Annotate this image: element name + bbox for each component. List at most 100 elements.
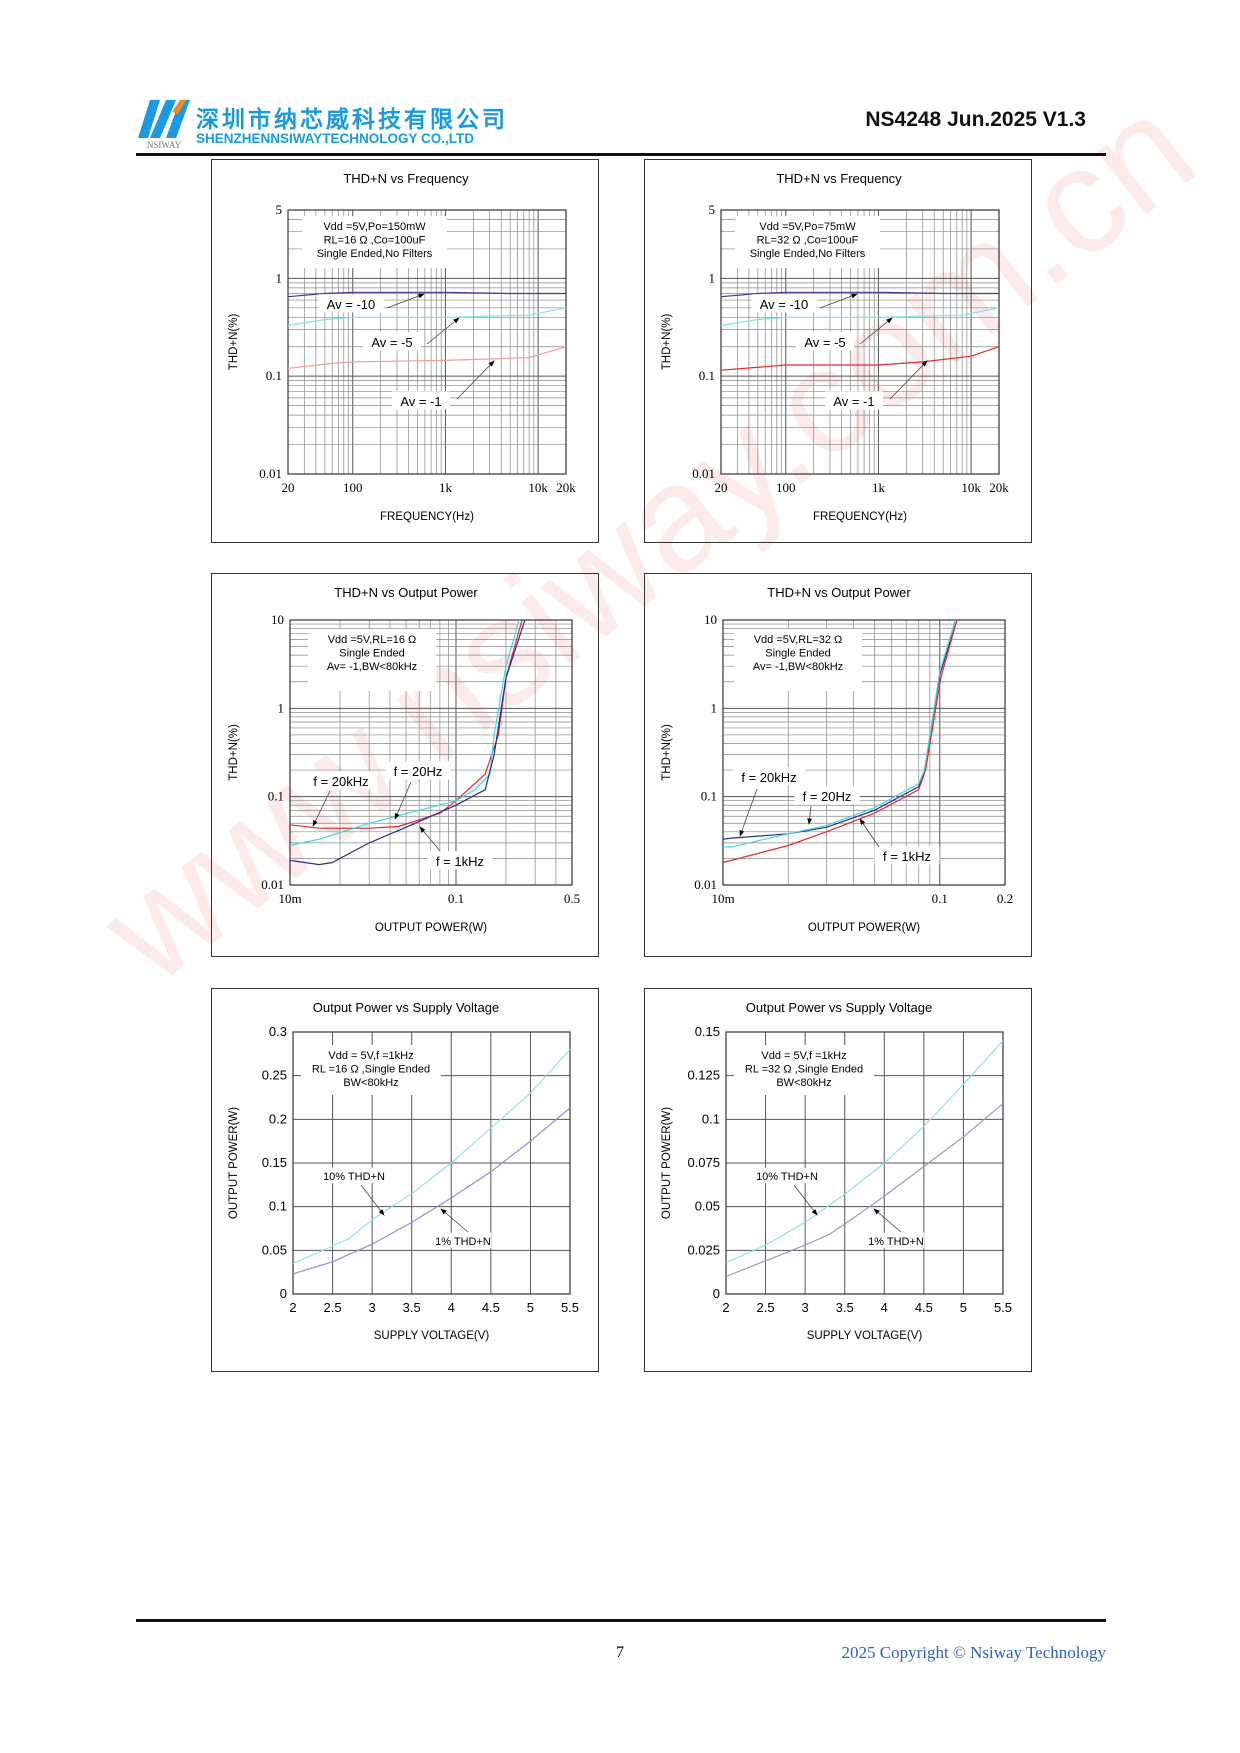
series-line xyxy=(725,1103,1004,1278)
x-tick-label: 0.2 xyxy=(997,891,1013,906)
copyright: 2025 Copyright © Nsiway Technology xyxy=(841,1643,1106,1662)
x-tick-label: 2 xyxy=(722,1300,729,1315)
series-label-bg xyxy=(434,1232,492,1249)
document-id: NS4248 Jun.2025 V1.3 xyxy=(865,108,1086,131)
y-tick-label: 5 xyxy=(709,202,716,217)
x-tick-label: 4.5 xyxy=(915,1300,933,1315)
series-label-arrow xyxy=(819,293,858,309)
plot-frame xyxy=(720,209,1000,475)
x-tick-label: 20k xyxy=(989,480,1009,495)
chart-title: THD+N vs Output Power xyxy=(767,585,911,600)
series-label-arrow xyxy=(386,293,425,309)
y-tick-label: 0.01 xyxy=(694,877,717,892)
series-label-bg xyxy=(794,786,860,805)
y-axis-label: THD+N(%) xyxy=(228,724,240,781)
x-tick-label: 2.5 xyxy=(324,1300,342,1315)
series-line xyxy=(289,619,526,866)
info-box-line: Vdd =5V,Po=75mW xyxy=(759,221,856,233)
logo-text: NSIWAY xyxy=(147,140,182,150)
series-line xyxy=(720,346,1000,371)
series-label: f = 20kHz xyxy=(741,770,796,785)
plot-frame xyxy=(289,619,573,886)
series-label: f = 1kHz xyxy=(883,849,931,864)
x-tick-label: 2 xyxy=(289,1300,296,1315)
chart-thd-vs-power-16ohm: THD+N vs Output Power 10m 0.1 0.5 0.01 0.1 1 10… xyxy=(211,573,599,957)
series-label-bg xyxy=(304,771,378,790)
x-axis-label: FREQUENCY(Hz) xyxy=(813,511,907,523)
x-tick-label: 20k xyxy=(556,480,576,495)
y-axis-label: THD+N(%) xyxy=(228,314,240,371)
y-tick-label: 0.25 xyxy=(262,1068,287,1083)
x-tick-label: 10m xyxy=(711,891,734,906)
x-tick-label: 20 xyxy=(715,480,728,495)
series-label-bg xyxy=(867,1232,925,1249)
x-tick-label: 3 xyxy=(369,1300,376,1315)
series-label: Av = -1 xyxy=(400,394,441,409)
y-tick-label: 0.2 xyxy=(269,1111,287,1126)
y-tick-label: 0.1 xyxy=(268,789,284,804)
series-label: Av = -1 xyxy=(833,394,874,409)
series-line xyxy=(723,619,956,848)
series-label: Av = -5 xyxy=(371,335,412,350)
x-tick-label: 0.1 xyxy=(932,891,948,906)
y-tick-label: 0.3 xyxy=(269,1024,287,1039)
chart-title: THD+N vs Output Power xyxy=(334,585,478,600)
chart-svg: Output Power vs Supply Voltage 2 2.5 3 3.5 4 4… xyxy=(661,1000,1012,1342)
info-box-line: BW<80kHz xyxy=(343,1077,398,1089)
info-box-line: Av= -1,BW<80kHz xyxy=(753,661,843,673)
info-box-line: Single Ended,No Filters xyxy=(317,248,433,260)
series-line xyxy=(289,619,520,847)
x-tick-label: 5.5 xyxy=(994,1300,1012,1315)
x-tick-label: 4.5 xyxy=(482,1300,500,1315)
y-tick-label: 0 xyxy=(713,1286,720,1301)
chart-thd-vs-power-32ohm: THD+N vs Output Power 10m 0.1 0.2 0.01 0.1 1 10… xyxy=(644,573,1032,957)
series-label: f = 20Hz xyxy=(803,789,852,804)
series-label-arrow xyxy=(859,818,880,848)
chart-svg: THD+N vs Output Power 10m 0.1 0.2 0.01 0.1 1 10… xyxy=(661,585,1013,934)
series-label: Av = -5 xyxy=(804,335,845,350)
x-axis-label: SUPPLY VOLTAGE(V) xyxy=(807,1330,923,1342)
series-label-arrow xyxy=(360,1184,385,1216)
x-tick-label: 10m xyxy=(278,891,301,906)
y-axis-label: OUTPUT POWER(W) xyxy=(661,1107,673,1219)
info-box-line: RL =32 Ω ,Single Ended xyxy=(745,1064,863,1076)
series-line xyxy=(725,1040,1004,1264)
x-tick-label: 0.1 xyxy=(448,891,464,906)
y-tick-label: 10 xyxy=(704,612,717,627)
header-divider xyxy=(136,153,1106,156)
y-axis-label: OUTPUT POWER(W) xyxy=(228,1107,240,1219)
series-label: f = 1kHz xyxy=(436,854,484,869)
info-box-line: Single Ended xyxy=(339,648,404,660)
series-label-bg xyxy=(385,761,451,780)
chart-title: THD+N vs Frequency xyxy=(343,171,469,186)
y-tick-label: 0.01 xyxy=(692,466,715,481)
series-label-arrow xyxy=(456,360,495,400)
y-tick-label: 0.025 xyxy=(687,1242,720,1257)
series-label-bg xyxy=(318,294,384,313)
chart-power-vs-voltage-16ohm: Output Power vs Supply Voltage 2 2.5 3 3.5 4 4… xyxy=(211,988,599,1372)
company-name-en: SHENZHENNSIWAYTECHNOLOGY CO.,LTD xyxy=(196,131,475,146)
y-tick-label: 0.1 xyxy=(266,368,282,383)
info-box-line: Vdd =5V,RL=32 Ω xyxy=(754,634,843,646)
chart-svg: THD+N vs Frequency 20 100 1k 10k 20k 0.01 0.1 1 5… xyxy=(661,171,1009,523)
series-label-arrow xyxy=(419,826,441,852)
x-tick-label: 4 xyxy=(448,1300,455,1315)
x-axis-label: FREQUENCY(Hz) xyxy=(380,511,474,523)
series-label-bg xyxy=(362,332,422,351)
x-tick-label: 20 xyxy=(282,480,295,495)
y-tick-label: 1 xyxy=(711,700,718,715)
x-tick-label: 3.5 xyxy=(403,1300,421,1315)
company-name-cn: 深圳市纳芯威科技有限公司 xyxy=(196,107,508,133)
x-tick-label: 3 xyxy=(802,1300,809,1315)
chart-thd-vs-frequency-16ohm: THD+N vs Frequency 20 100 1k 10k 20k 0.01 0.1 1 5… xyxy=(211,159,599,543)
series-label-arrow xyxy=(739,788,758,837)
info-box-line: RL=16 Ω ,Co=100uF xyxy=(324,235,426,247)
y-tick-label: 10 xyxy=(271,612,284,627)
series-label-bg xyxy=(322,1167,386,1184)
x-tick-label: 100 xyxy=(776,480,796,495)
series-label-arrow xyxy=(873,1208,902,1233)
series-label: Av = -10 xyxy=(760,297,809,312)
y-tick-label: 0.1 xyxy=(702,1111,720,1126)
info-box xyxy=(735,216,880,268)
series-line xyxy=(287,291,566,298)
